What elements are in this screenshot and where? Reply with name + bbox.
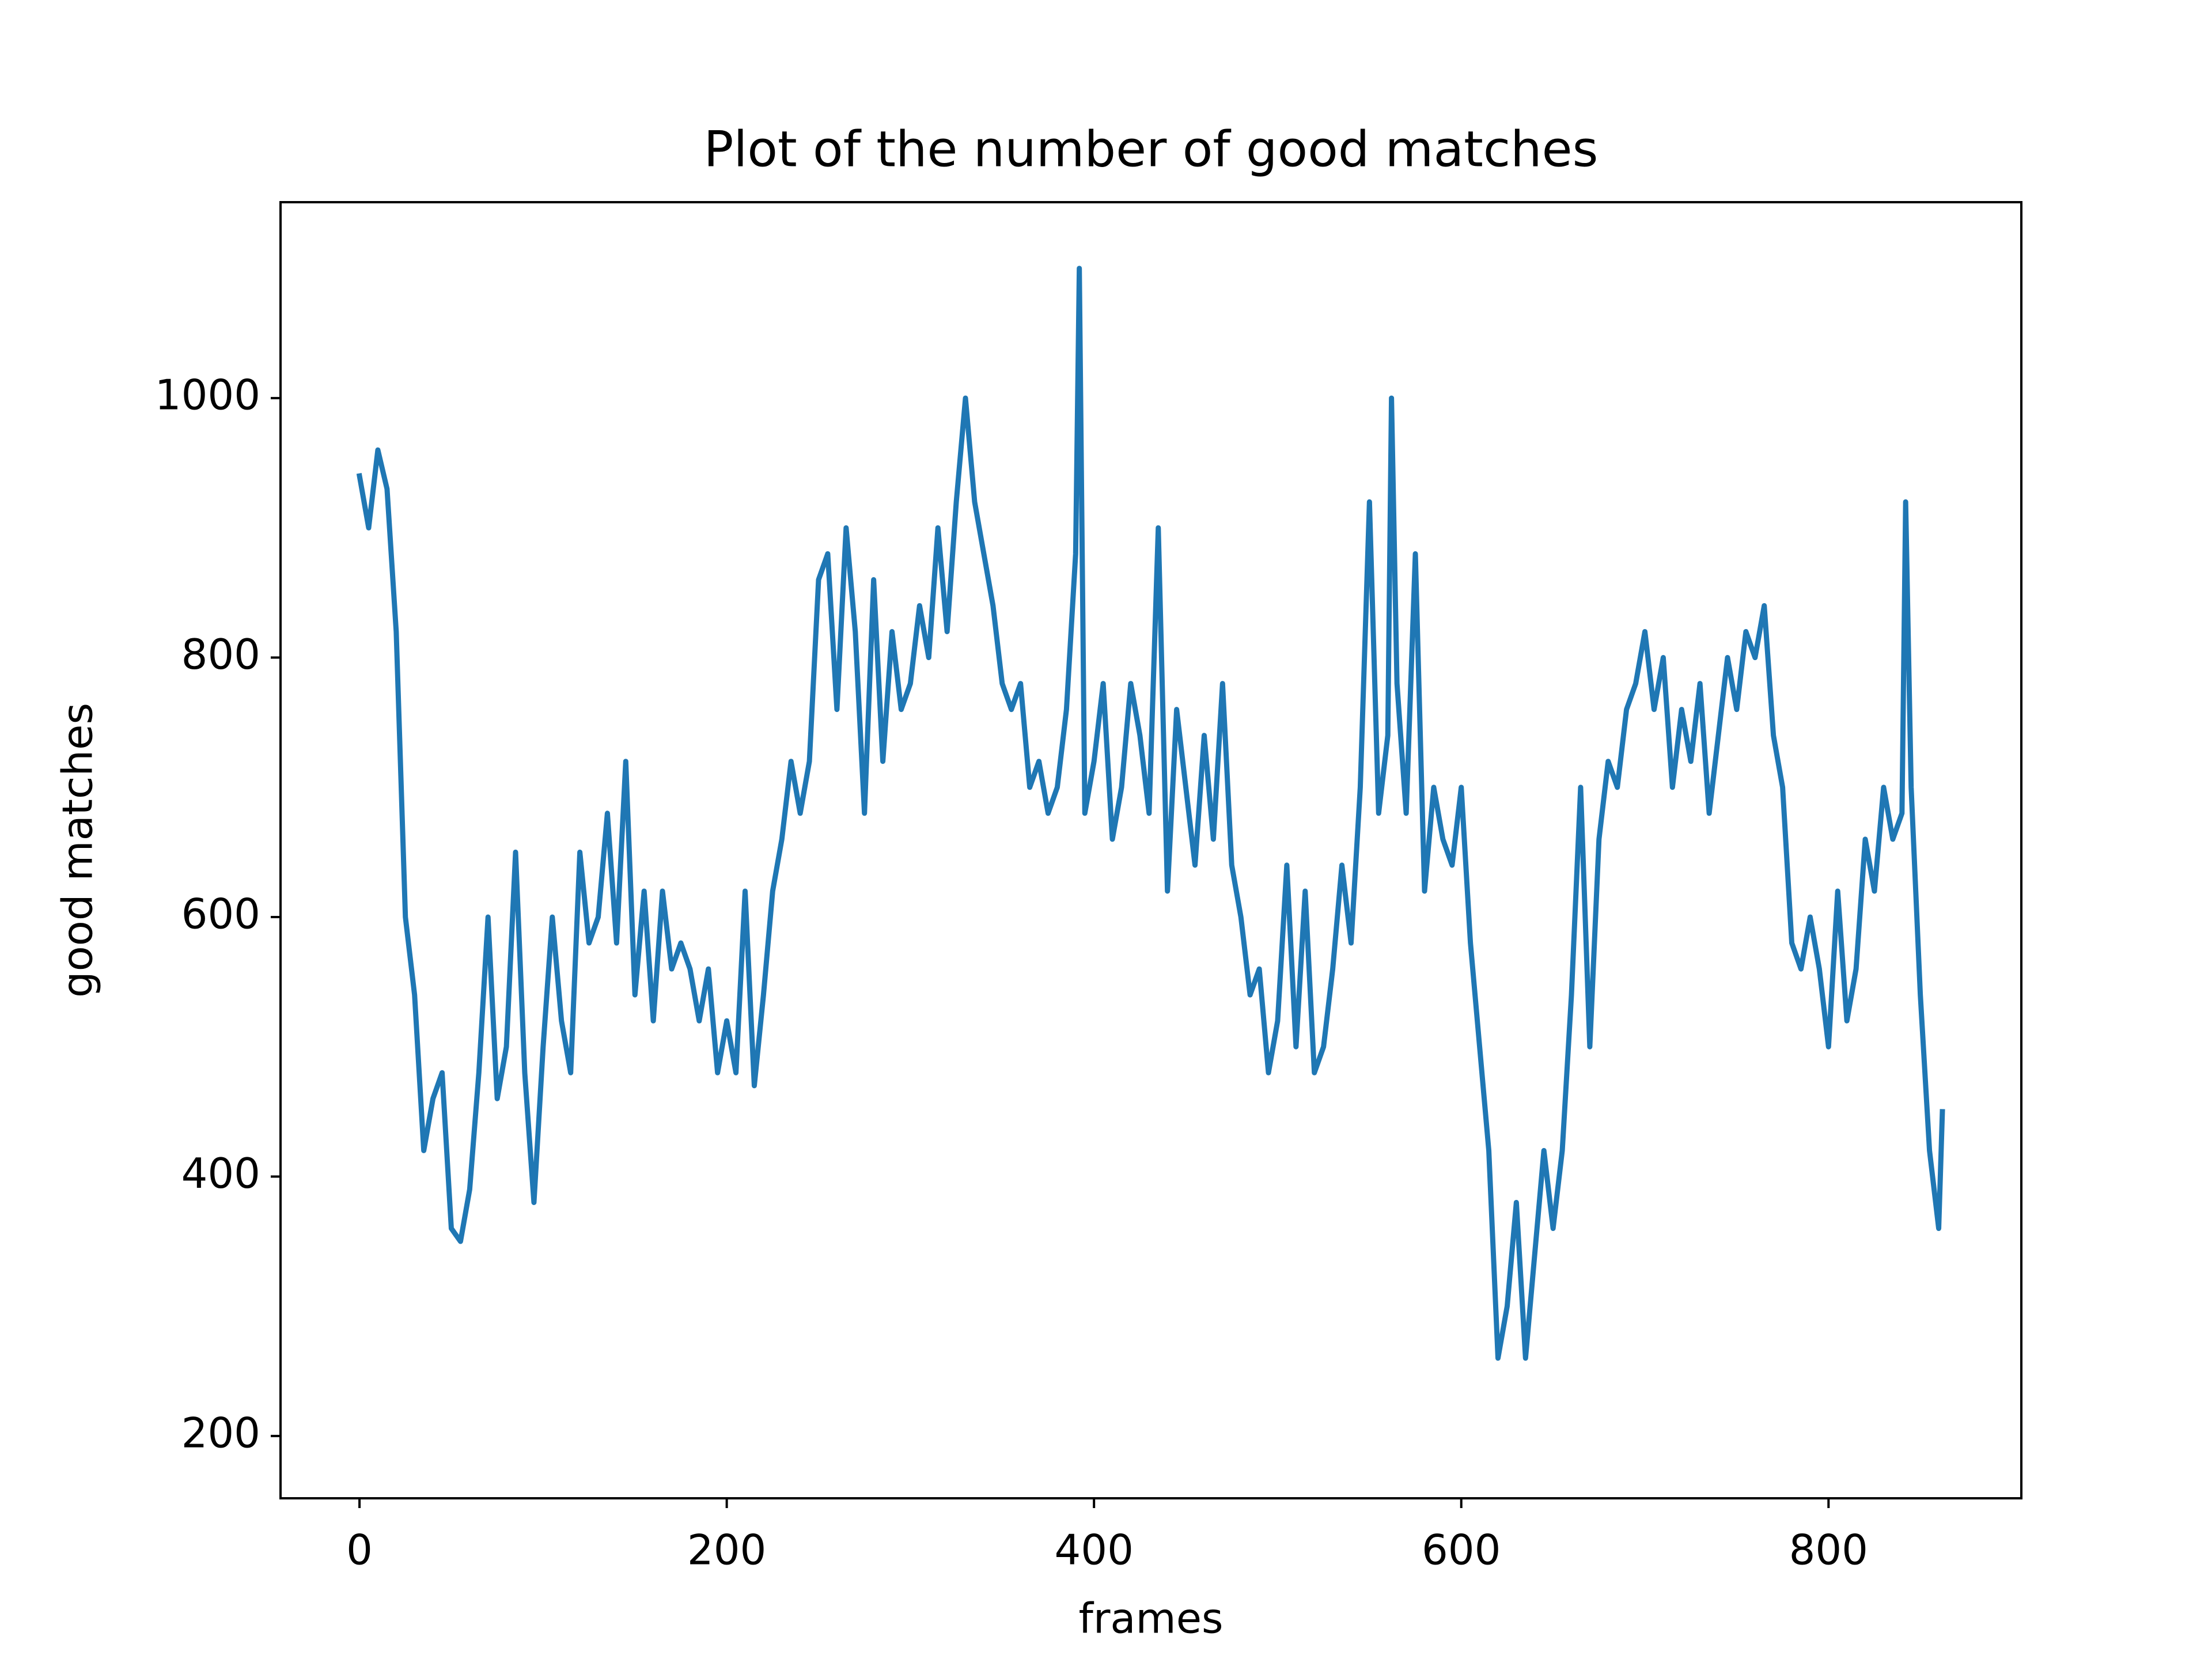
chart-title: Plot of the number of good matches bbox=[704, 120, 1599, 178]
x-tick-label: 200 bbox=[687, 1526, 766, 1574]
y-tick-label: 400 bbox=[181, 1149, 260, 1198]
y-tick-label: 200 bbox=[181, 1408, 260, 1457]
y-tick-label: 1000 bbox=[155, 371, 260, 419]
x-tick-label: 800 bbox=[1789, 1526, 1868, 1574]
x-axis-label: frames bbox=[1078, 1594, 1223, 1643]
plot-frame bbox=[279, 201, 2022, 1499]
y-axis-label: good matches bbox=[54, 703, 102, 998]
x-tick-label: 0 bbox=[346, 1526, 373, 1574]
y-tick-label: 800 bbox=[181, 630, 260, 679]
x-tick-label: 600 bbox=[1422, 1526, 1501, 1574]
y-tick-label: 600 bbox=[181, 890, 260, 938]
x-tick-label: 400 bbox=[1054, 1526, 1133, 1574]
data-line bbox=[356, 266, 1945, 1361]
